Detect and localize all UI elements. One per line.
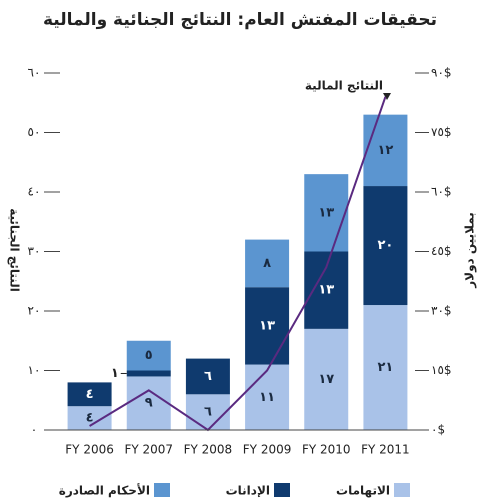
value-label: ٨ <box>263 256 271 271</box>
value-label: ١١ <box>259 390 275 405</box>
bar-segment <box>126 376 171 430</box>
bar-segment <box>245 364 290 430</box>
y2-tick-label: ٠$ <box>431 423 445 437</box>
bar-segment <box>304 328 349 430</box>
legend-label: الإدانات <box>226 484 270 498</box>
value-label: ٩ <box>145 396 153 411</box>
value-label: ١٧ <box>318 372 334 387</box>
x-tick-label: FY 2009 <box>243 443 292 457</box>
value-label: ٤ <box>86 411 94 426</box>
line-label-pointer <box>383 93 391 100</box>
y-tick-label: ١٠ <box>28 363 41 377</box>
bar-segment <box>304 174 349 252</box>
bar-segment <box>185 394 230 430</box>
y2-tick-label: ٣٠$ <box>431 304 452 318</box>
bar-segment <box>185 358 230 395</box>
bar-segment <box>363 305 408 430</box>
legend-swatch <box>274 483 290 497</box>
bar-segment <box>245 287 290 365</box>
value-label: ٦ <box>204 369 212 384</box>
y-axis-label: النتائج الجنائية <box>8 208 22 292</box>
y-tick-label: ٥٠ <box>28 125 41 139</box>
y2-tick-label: ٦٠$ <box>431 185 452 199</box>
bar-segment <box>67 382 112 407</box>
bar-segment <box>363 114 408 187</box>
legend-label: الاتهامات <box>336 484 390 498</box>
value-label: ١٣ <box>318 205 334 220</box>
y-tick-label: ٣٠ <box>28 244 41 258</box>
x-tick-label: FY 2011 <box>361 443 410 457</box>
bar-segment <box>126 340 171 371</box>
legend-label: الأحكام الصادرة <box>59 483 150 499</box>
value-label: ١٣ <box>318 283 334 298</box>
bar-segment <box>363 186 408 306</box>
y2-tick-label: ٩٠$ <box>431 66 452 80</box>
value-label: ١٣ <box>259 318 275 333</box>
value-label: ٢١ <box>377 360 393 375</box>
x-tick-label: FY 2006 <box>65 443 114 457</box>
y2-axis-label: بملايين دولار <box>463 212 478 289</box>
y-tick-label: ٠ <box>31 423 37 437</box>
bar-segment <box>67 406 112 430</box>
x-tick-label: FY 2008 <box>184 443 233 457</box>
x-tick-label: FY 2010 <box>302 443 351 457</box>
legend-swatch <box>154 483 170 497</box>
value-label: ١٢ <box>377 143 393 158</box>
value-label: ٦ <box>204 405 212 420</box>
line-label: النتائج المالية <box>305 79 383 93</box>
y2-tick-label: ١٥$ <box>431 363 452 377</box>
chart-title: تحقيقات المفتش العام: النتائج الجنائية و… <box>43 10 437 30</box>
value-label: ٢٠ <box>377 238 393 253</box>
x-tick-label: FY 2007 <box>124 443 173 457</box>
y-tick-label: ٤٠ <box>28 185 41 199</box>
value-label: ٥ <box>145 348 153 363</box>
y2-tick-label: ٤٥$ <box>431 244 452 258</box>
line <box>89 96 387 432</box>
value-label: ١ <box>111 366 119 381</box>
y-tick-label: ٢٠ <box>28 304 41 318</box>
bar-segment <box>126 370 171 377</box>
value-label: ٤ <box>86 387 94 402</box>
legend-swatch <box>394 483 410 497</box>
bar-segment <box>245 239 290 288</box>
y2-tick-label: ٧٥$ <box>431 125 452 139</box>
y-tick-label: ٦٠ <box>28 66 41 80</box>
